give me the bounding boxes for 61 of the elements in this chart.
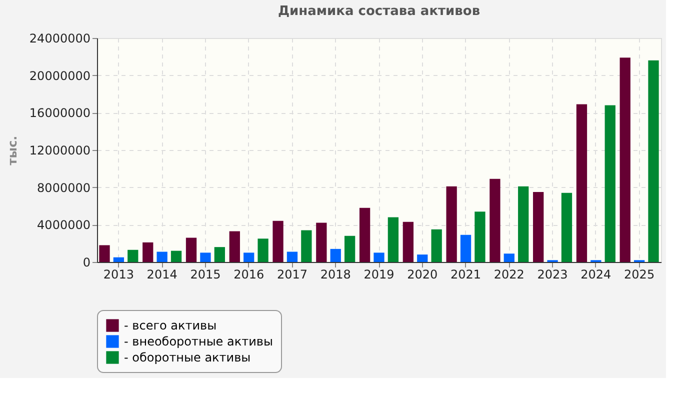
y-tick-label: 4000000 (37, 218, 90, 232)
x-tick-label: 2014 (146, 268, 178, 282)
bar (244, 252, 254, 262)
legend-label: - всего активы (124, 318, 217, 332)
bar (374, 252, 384, 262)
bar (518, 186, 529, 262)
bar (402, 222, 414, 262)
y-tick-label: 12000000 (29, 144, 90, 158)
x-tick-label: 2021 (450, 268, 482, 282)
bar (186, 238, 197, 262)
bar (214, 247, 225, 262)
x-tick-label: 2020 (407, 268, 438, 282)
bar (156, 252, 168, 262)
bar (142, 242, 154, 262)
bar (330, 248, 341, 262)
bar (113, 257, 124, 262)
y-tick-label: 0 (82, 256, 90, 270)
x-tick-label: 2013 (103, 268, 134, 282)
bar (359, 208, 370, 262)
bar (648, 60, 659, 262)
y-tick-label: 8000000 (37, 180, 90, 195)
x-tick-label: 2019 (364, 268, 394, 282)
bar (460, 234, 472, 262)
bar (286, 252, 298, 262)
bar (229, 231, 240, 262)
x-tick-label: 2024 (580, 268, 612, 282)
x-tick-label: 2015 (190, 268, 221, 282)
bar (620, 58, 630, 262)
x-tick-label: 2023 (537, 268, 568, 282)
x-tick-label: 2017 (276, 268, 308, 282)
chart-title: Динамика состава активов (278, 4, 480, 19)
y-tick-label: 24000000 (29, 32, 90, 46)
x-tick-label: 2022 (494, 268, 524, 282)
legend-label: - внеоборотные активы (124, 334, 273, 348)
bar (604, 105, 616, 262)
bar (446, 186, 457, 262)
x-tick-label: 2018 (320, 268, 351, 282)
legend-label: - оборотные активы (124, 350, 251, 364)
bar (388, 217, 399, 262)
bar (272, 220, 284, 262)
bar (128, 250, 138, 262)
bar (417, 254, 428, 262)
bar (99, 245, 110, 262)
bar (301, 230, 312, 262)
x-tick-label: 2025 (624, 268, 655, 282)
y-axis-title: тыс. (5, 136, 20, 166)
bar (258, 238, 268, 262)
bar (170, 250, 182, 262)
bar (431, 229, 442, 262)
bar (576, 104, 588, 262)
bar (344, 236, 356, 262)
bar (504, 254, 514, 262)
bar (561, 192, 572, 262)
bar (200, 252, 211, 262)
x-tick-label: 2016 (234, 268, 264, 282)
y-tick-label: 16000000 (29, 106, 90, 120)
y-tick-label: 20000000 (29, 68, 90, 83)
bar (490, 178, 500, 262)
bar (474, 212, 486, 262)
bar (533, 192, 544, 262)
bar (316, 222, 327, 262)
